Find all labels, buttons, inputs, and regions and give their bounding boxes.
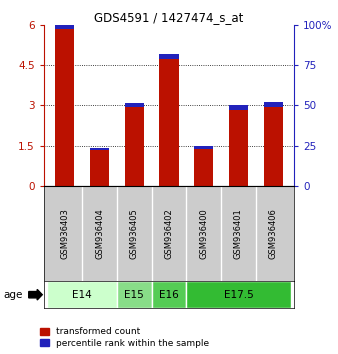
Bar (264, 102, 283, 107)
Bar (90, 150, 109, 186)
Bar (47, 281, 117, 308)
Bar (229, 110, 248, 186)
Bar (160, 59, 178, 186)
Text: GSM936403: GSM936403 (60, 208, 69, 259)
Bar (186, 281, 291, 308)
Bar (264, 107, 283, 186)
Legend: transformed count, percentile rank within the sample: transformed count, percentile rank withi… (38, 326, 211, 349)
Title: GDS4591 / 1427474_s_at: GDS4591 / 1427474_s_at (94, 11, 244, 24)
Text: GSM936400: GSM936400 (199, 208, 208, 259)
Bar (125, 103, 144, 107)
Bar (152, 281, 186, 308)
Bar (125, 107, 144, 186)
Bar (160, 54, 178, 59)
Bar (117, 281, 152, 308)
Bar (229, 105, 248, 110)
Text: E17.5: E17.5 (224, 290, 254, 300)
Bar (194, 145, 213, 149)
Bar (55, 29, 74, 186)
Text: GSM936401: GSM936401 (234, 208, 243, 259)
Text: GSM936404: GSM936404 (95, 208, 104, 259)
Text: E15: E15 (124, 290, 144, 300)
Text: E14: E14 (72, 290, 92, 300)
Text: E16: E16 (159, 290, 179, 300)
Text: GSM936406: GSM936406 (269, 208, 278, 259)
Bar (90, 148, 109, 150)
Text: GSM936402: GSM936402 (165, 208, 173, 259)
Text: age: age (3, 290, 23, 300)
Bar (55, 23, 74, 29)
Text: GSM936405: GSM936405 (130, 208, 139, 259)
Bar (194, 149, 213, 186)
